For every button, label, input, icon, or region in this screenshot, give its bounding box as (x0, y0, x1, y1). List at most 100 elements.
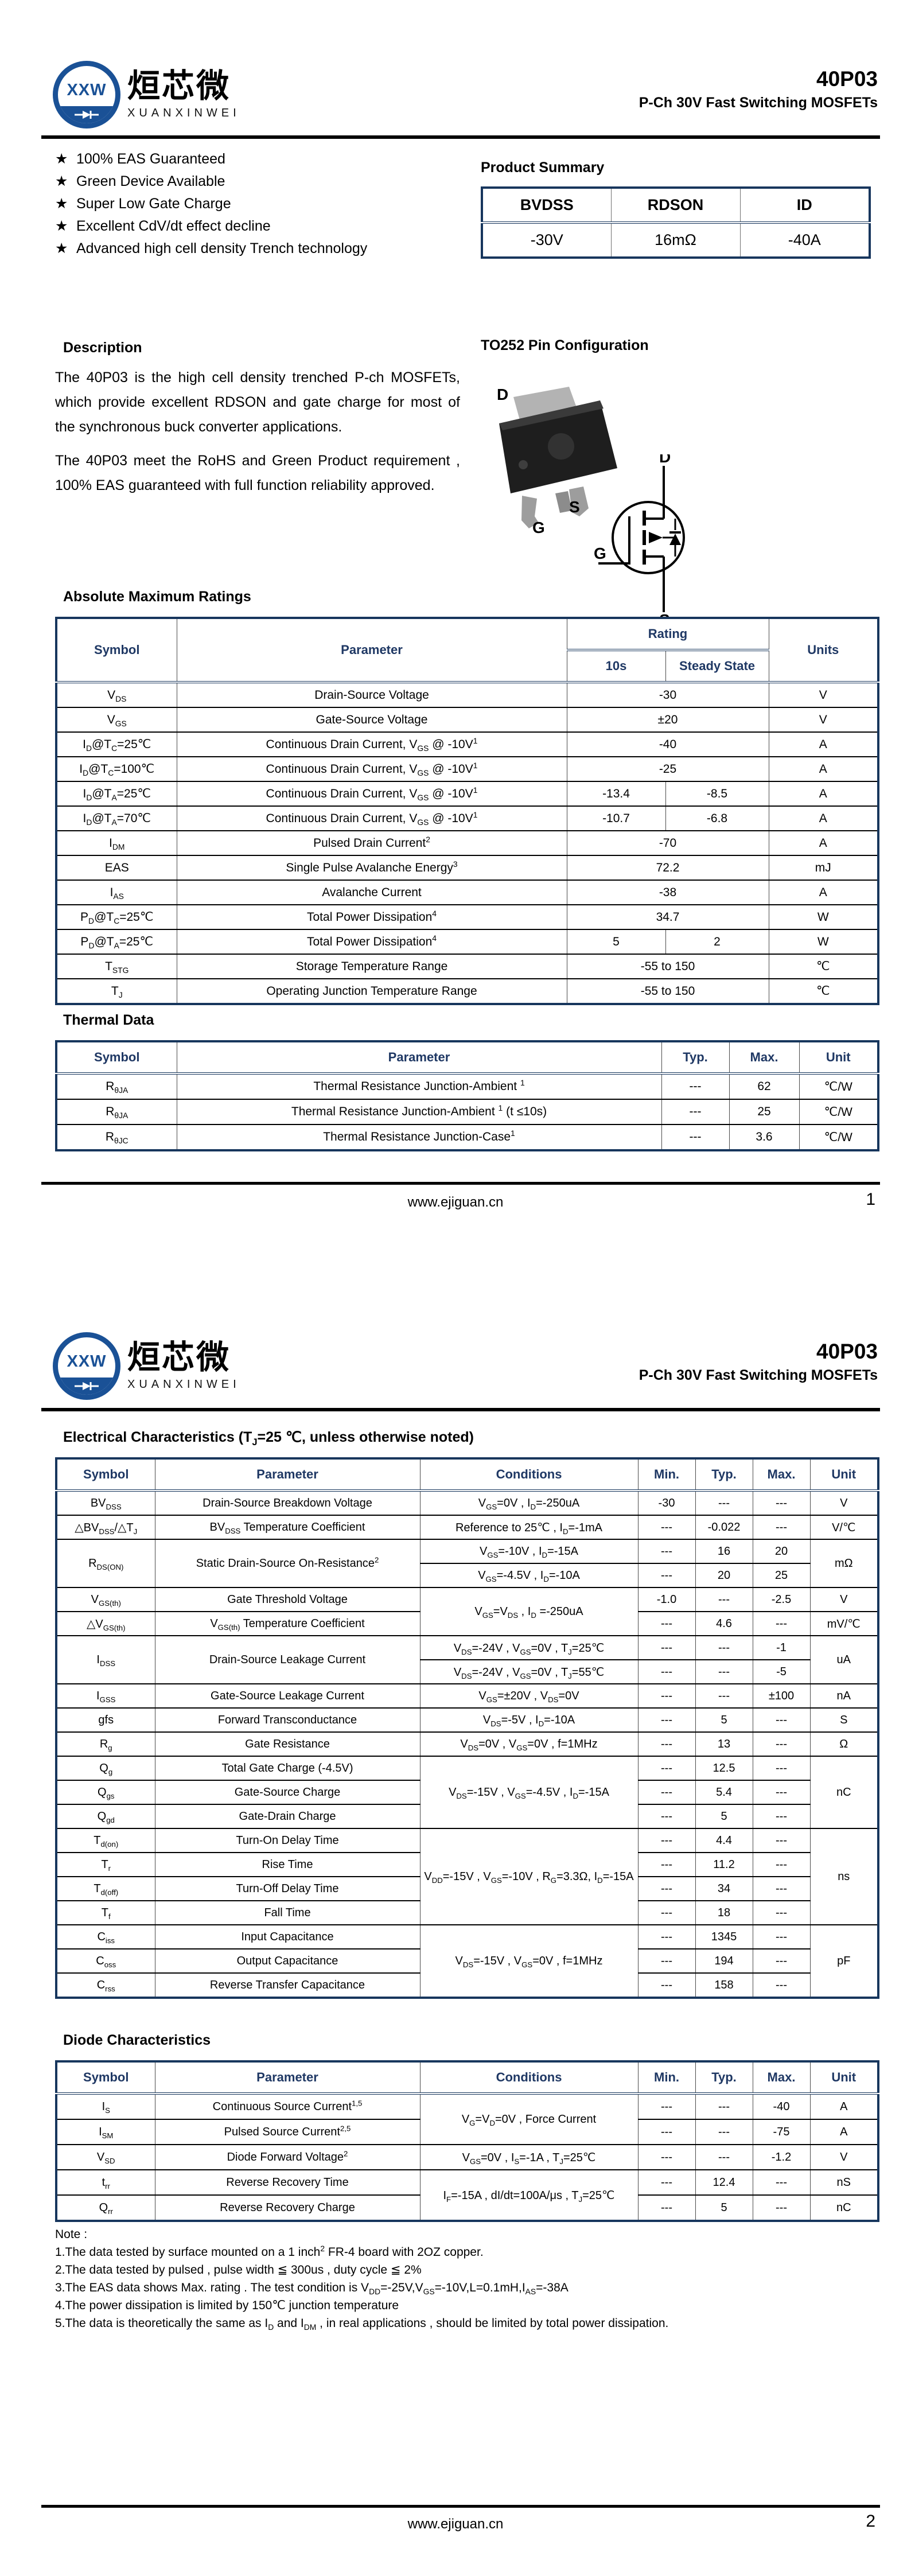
min-cell: --- (637, 1515, 696, 1539)
param-cell: Rise Time (154, 1852, 421, 1877)
note-item: 1.The data tested by surface mounted on … (55, 2244, 484, 2259)
param-cell: Continuous Drain Current, VGS @ -10V1 (176, 756, 567, 781)
param-cell: Output Capacitance (154, 1948, 421, 1973)
min-cell: --- (637, 1539, 696, 1563)
table-row: ID@TA=25℃ Continuous Drain Current, VGS @… (56, 781, 879, 806)
logo-text: 烜芯微 XUANXINWEI (127, 69, 240, 120)
max-cell: --- (752, 1515, 811, 1539)
typ-cell: 13 (695, 1731, 753, 1756)
cond-cell: VGS=-4.5V , ID=-10A (419, 1563, 639, 1587)
param-cell: Continuous Drain Current, VGS @ -10V1 (176, 781, 567, 806)
symbol-cell: Qgd (56, 1804, 155, 1828)
logo-en-name: XUANXINWEI (127, 1378, 240, 1391)
max-cell: --- (752, 1972, 811, 1998)
min-cell: --- (637, 1876, 696, 1901)
description-section: Description The 40P03 is the high cell d… (55, 340, 460, 498)
symbol-cell: TJ (56, 978, 177, 1004)
param-cell: Pulsed Drain Current2 (176, 830, 567, 855)
table-row: RθJC Thermal Resistance Junction-Case1 ---… (56, 1124, 879, 1150)
unit-cell: ℃/W (799, 1073, 879, 1099)
description-paragraph: The 40P03 is the high cell density trenc… (55, 369, 460, 435)
table-row: Qg Total Gate Charge (-4.5V) VDS=-15V , VG… (56, 1756, 879, 1828)
feature-item: ★ Super Low Gate Charge (55, 193, 422, 215)
rating-cell: -70 (566, 830, 769, 855)
param-cell: Drain-Source Voltage (176, 682, 567, 707)
param-cell: Fall Time (154, 1900, 421, 1925)
table-row: IAS Avalanche Current -38 A (56, 880, 879, 905)
table-row: EAS Single Pulse Avalanche Energy3 72.2 mJ (56, 855, 879, 880)
max-cell: -2.5 (752, 1587, 811, 1612)
to252-package-image (499, 387, 617, 528)
table-header-row: Symbol Parameter Conditions Min. Typ. Ma… (56, 1458, 879, 1492)
drain-label: D (659, 454, 671, 466)
param-cell: Pulsed Source Current2,5 (154, 2119, 421, 2145)
unit-cell: S (809, 1707, 879, 1732)
rating-cell: 34.7 (566, 904, 769, 929)
logo-mark-icon: XXW (53, 61, 120, 129)
drain-label: D (497, 386, 509, 403)
min-cell: --- (637, 2169, 696, 2195)
section-title: Diode Characteristics (63, 2032, 211, 2048)
diode-table: Symbol Parameter Conditions Min. Typ. Ma… (55, 2060, 879, 2222)
table-row: Td(on) Turn-On Delay Time VDD=-15V , VGS=-… (56, 1828, 879, 1925)
rating-steady-cell: -6.8 (665, 806, 769, 831)
cond-cell: VDS=-24V , VGS=0V , TJ=25℃ (419, 1635, 639, 1660)
unit-cell: A (768, 731, 879, 757)
symbol-cell: IDM (56, 830, 177, 855)
footer-rule (41, 2505, 880, 2508)
feature-item: ★ Advanced high cell density Trench techn… (55, 238, 422, 260)
rating-cell: -25 (566, 756, 769, 781)
symbol-cell: ISM (56, 2119, 155, 2145)
feature-item: ★ Green Device Available (55, 170, 422, 193)
table-row: IDM Pulsed Drain Current2 -70 A (56, 830, 879, 855)
min-cell: --- (637, 1756, 696, 1780)
min-cell: --- (637, 2093, 696, 2119)
cond-cell: VGS=-10V , ID=-15A (419, 1539, 639, 1563)
thermal-section: Thermal Data Symbol Parameter Typ. Max. … (55, 1012, 879, 1151)
param-cell: Total Gate Charge (-4.5V) (154, 1756, 421, 1780)
unit-cell: nA (809, 1683, 879, 1708)
min-cell: --- (637, 2119, 696, 2145)
param-cell: Continuous Drain Current, VGS @ -10V1 (176, 806, 567, 831)
max-cell: --- (752, 1924, 811, 1949)
param-cell: Reverse Recovery Charge (154, 2194, 421, 2221)
param-cell: Gate Resistance (154, 1731, 421, 1756)
max-cell: 3.6 (729, 1124, 800, 1150)
rating-10s-cell: -13.4 (566, 781, 666, 806)
typ-cell: 12.4 (695, 2169, 753, 2195)
table-header-row: Symbol Parameter Rating Units (56, 618, 879, 683)
param-cell: Continuous Source Current1,5 (154, 2093, 421, 2119)
feature-item: ★ Excellent CdV/dt effect decline (55, 215, 422, 238)
part-number: 40P03 (816, 1340, 878, 1363)
table-row: -30V 16mΩ -40A (481, 222, 870, 258)
symbol-cell: △VGS(th) (56, 1611, 155, 1636)
symbol-cell: Coss (56, 1948, 155, 1973)
col-header: Unit (809, 1458, 879, 1492)
max-cell: ±100 (752, 1683, 811, 1708)
part-number: 40P03 (816, 67, 878, 91)
logo-abbr: XXW (67, 1352, 107, 1371)
logo-text: 烜芯微 XUANXINWEI (127, 1341, 240, 1391)
star-icon: ★ (55, 173, 68, 189)
table-row: Qgd Gate-Drain Charge --- 5 --- (56, 1804, 878, 1828)
unit-cell: A (768, 756, 879, 781)
typ-cell: --- (695, 1490, 753, 1515)
rating-cell: -55 to 150 (566, 954, 769, 979)
unit-cell: pF (809, 1924, 879, 1998)
col-header: 10s (566, 650, 666, 683)
star-icon: ★ (55, 196, 68, 212)
table-row: ID@TC=100℃ Continuous Drain Current, VGS … (56, 756, 879, 781)
notes-section: Note : 1.The data tested by surface moun… (55, 2226, 835, 2333)
max-cell: -1.2 (752, 2144, 811, 2170)
unit-cell: ns (809, 1828, 879, 1925)
package-illustration: D G S (482, 373, 671, 545)
col-header: Conditions (419, 1458, 639, 1492)
min-cell: --- (637, 1972, 696, 1998)
rating-cell: -30 (566, 682, 769, 707)
param-cell: Continuous Drain Current, VGS @ -10V1 (176, 731, 567, 757)
symbol-cell: gfs (56, 1707, 155, 1732)
electrical-section: Electrical Characteristics (TJ=25 ℃, unl… (55, 1429, 879, 1999)
table-row: BVDSS Drain-Source Breakdown Voltage VGS=0… (56, 1490, 879, 1515)
col-header: Parameter (176, 618, 567, 683)
